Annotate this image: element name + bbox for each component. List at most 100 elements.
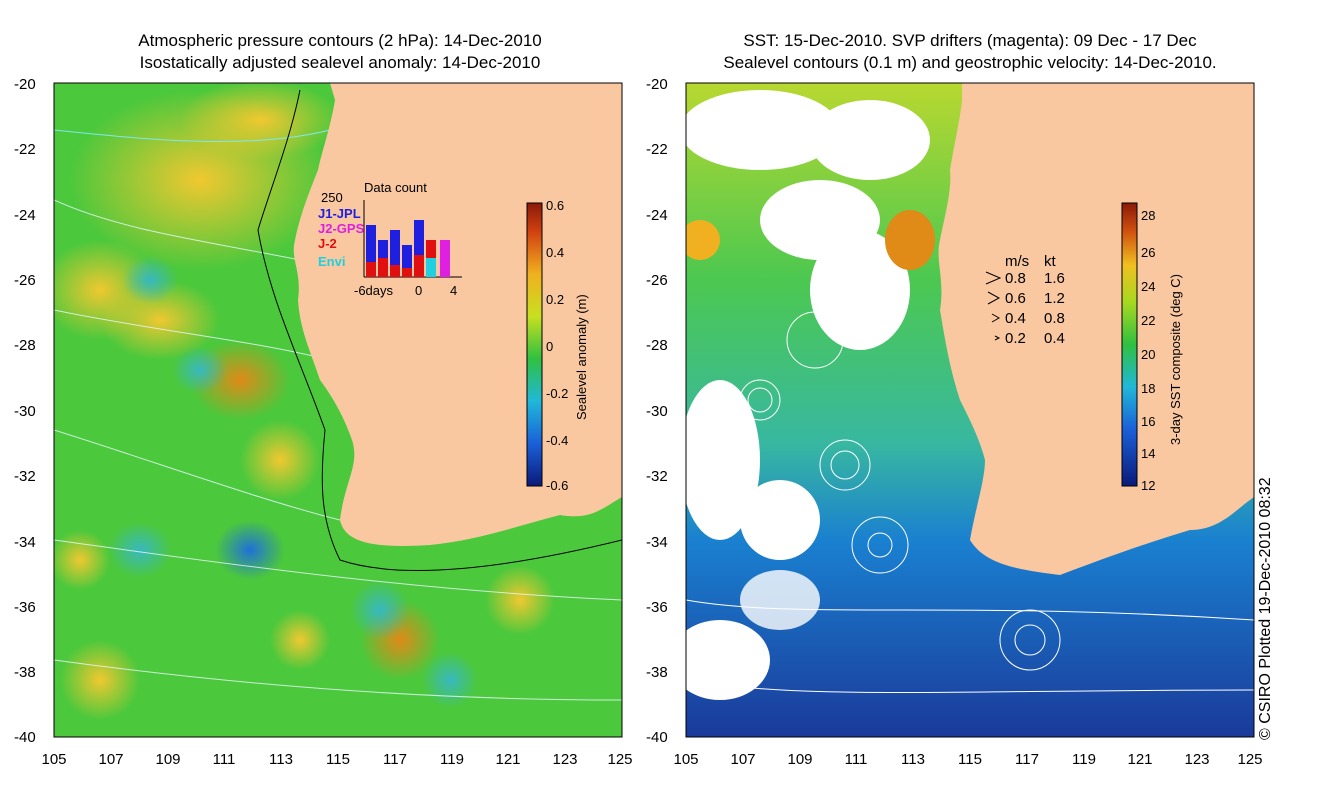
lat-label: -22: [14, 141, 36, 158]
lon-label: 113: [269, 751, 293, 768]
lon-label: 123: [552, 751, 577, 768]
sla-tick: 0: [546, 339, 553, 354]
velocity-legend: m/s kt 0.8 1.6 0.6 1.2 0.4 0.8 0.2 0.4: [985, 253, 1065, 347]
legend-j-2: J-2: [318, 236, 337, 251]
sla-tick: -0.4: [546, 433, 568, 448]
lat-label: -24: [646, 207, 668, 224]
lon-label: 105: [41, 751, 66, 768]
sst-tick: 28: [1141, 208, 1155, 223]
data-count-xlabel-start: -6days: [354, 283, 394, 298]
sla-colorbar: [526, 202, 543, 487]
sst-tick: 14: [1141, 446, 1155, 461]
lon-label: 111: [845, 751, 868, 768]
right-title-line1: SST: 15-Dec-2010. SVP drifters (magenta)…: [743, 31, 1197, 50]
sla-tick: 0.4: [546, 245, 564, 260]
lat-label: -24: [14, 207, 36, 224]
velocity-ms: 0.6: [1005, 290, 1026, 307]
sla-tick: -0.6: [546, 478, 568, 493]
velocity-ms: 0.4: [1005, 310, 1026, 327]
right-map-frame: [685, 82, 1255, 738]
lat-label: -40: [646, 729, 668, 746]
right-title-line2: Sealevel contours (0.1 m) and geostrophi…: [723, 53, 1217, 72]
data-count-title: Data count: [364, 180, 427, 195]
lon-label: 117: [1015, 751, 1039, 768]
lon-label: 119: [440, 751, 464, 768]
lat-label: -40: [14, 729, 36, 746]
data-count-max: 250: [321, 190, 343, 205]
right-title: SST: 15-Dec-2010. SVP drifters (magenta)…: [680, 30, 1260, 74]
lon-label: 121: [495, 751, 520, 768]
lat-label: -20: [14, 76, 36, 93]
lon-label: 105: [673, 751, 698, 768]
data-count-inset: Data count 250 J1-JPL J2-GPS J-2 Envi -6…: [318, 180, 462, 298]
legend-j1-jpl: J1-JPL: [318, 206, 361, 221]
velocity-kt: 1.2: [1044, 290, 1065, 307]
lon-label: 115: [958, 751, 982, 768]
velocity-ms: 0.2: [1005, 330, 1026, 347]
lat-label: -22: [646, 141, 668, 158]
velocity-header-ms: m/s: [1005, 253, 1029, 270]
sst-tick: 24: [1141, 279, 1155, 294]
lon-label: 121: [1127, 751, 1152, 768]
lat-label: -36: [646, 599, 668, 616]
lat-label: -28: [14, 337, 36, 354]
lon-label: 107: [98, 751, 123, 768]
lon-label: 109: [787, 751, 812, 768]
sla-tick: 0.6: [546, 198, 564, 213]
lon-label: 117: [383, 751, 407, 768]
right-lon-axis: 105 107 109 111 113 115 117 119 121 123 …: [673, 751, 1262, 768]
velocity-kt: 0.8: [1044, 310, 1065, 327]
lon-label: 125: [1237, 751, 1262, 768]
left-title: Atmospheric pressure contours (2 hPa): 1…: [60, 30, 620, 74]
lon-label: 109: [155, 751, 180, 768]
sst-colorbar-ticks: 28 26 24 22 20 18 16 14 12: [1141, 208, 1155, 493]
data-count-xlabel-zero: 0: [415, 283, 422, 298]
lon-label: 111: [213, 751, 236, 768]
lat-label: -26: [14, 272, 36, 289]
lat-label: -34: [14, 534, 36, 551]
lat-label: -30: [646, 403, 668, 420]
lon-label: 123: [1184, 751, 1209, 768]
lat-label: -32: [14, 468, 36, 485]
velocity-ms: 0.8: [1005, 270, 1026, 287]
copyright-text: © CSIRO Plotted 19-Dec-2010 08:32: [1257, 477, 1274, 740]
lat-label: -26: [646, 272, 668, 289]
velocity-arrow-icon: [985, 271, 1002, 285]
sst-tick: 12: [1141, 478, 1155, 493]
sst-colorbar-label: 3-day SST composite (deg C): [1168, 274, 1183, 445]
sst-colorbar: [1121, 202, 1138, 487]
lon-label: 115: [326, 751, 350, 768]
left-lon-axis: 105 107 109 111 113 115 117 119 121 123 …: [41, 751, 632, 768]
lon-label: 125: [607, 751, 632, 768]
sla-tick: 0.2: [546, 292, 564, 307]
lat-label: -38: [14, 664, 36, 681]
velocity-arrow-icon: [987, 291, 1001, 305]
lat-label: -36: [14, 599, 36, 616]
right-lat-axis: -20 -22 -24 -26 -28 -30 -32 -34 -36 -38 …: [646, 76, 668, 746]
sla-colorbar-label: Sealevel anomaly (m): [574, 294, 589, 420]
sst-tick: 26: [1141, 245, 1155, 260]
right-map: [686, 83, 1254, 737]
left-lat-axis: -20 -22 -24 -26 -28 -30 -32 -34 -36 -38 …: [14, 76, 36, 746]
velocity-header-kt: kt: [1044, 253, 1057, 270]
sst-tick: 18: [1141, 381, 1155, 396]
left-title-line2: Isostatically adjusted sealevel anomaly:…: [139, 53, 541, 72]
sla-colorbar-ticks: 0.6 0.4 0.2 0 -0.2 -0.4 -0.6: [546, 198, 568, 493]
lat-label: -32: [646, 468, 668, 485]
lat-label: -34: [646, 534, 668, 551]
legend-envi: Envi: [318, 254, 345, 269]
sst-tick: 20: [1141, 347, 1155, 362]
velocity-kt: 0.4: [1044, 330, 1065, 347]
land-australia-right: [938, 83, 1254, 575]
left-map-frame: [53, 82, 623, 738]
lat-label: -28: [646, 337, 668, 354]
velocity-arrow-icon: [991, 313, 1001, 323]
lon-label: 113: [901, 751, 925, 768]
sla-tick: -0.2: [546, 386, 568, 401]
sst-tick: 22: [1141, 313, 1155, 328]
velocity-kt: 1.6: [1044, 270, 1065, 287]
lon-label: 107: [730, 751, 755, 768]
legend-j2-gps: J2-GPS: [318, 221, 365, 236]
left-title-line1: Atmospheric pressure contours (2 hPa): 1…: [138, 31, 542, 50]
lat-label: -38: [646, 664, 668, 681]
